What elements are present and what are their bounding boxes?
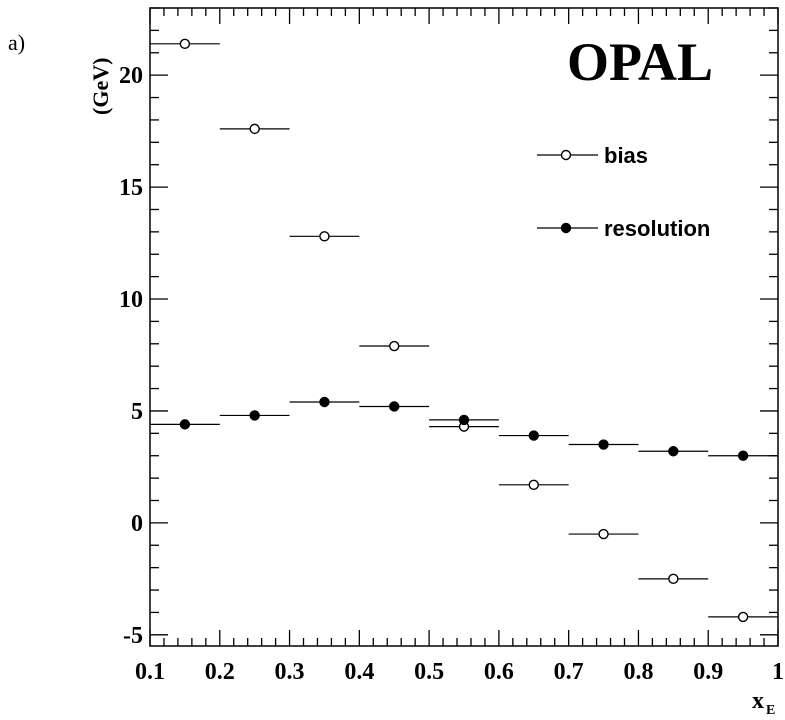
legend: bias resolution [537, 143, 710, 241]
bias-point [179, 38, 191, 50]
resolution-point [389, 401, 400, 412]
resolution-point [737, 450, 749, 461]
resolution-point [319, 396, 330, 408]
x-axis-label-group: x E [752, 688, 775, 718]
resolution-point [668, 446, 679, 457]
series-resolution [150, 396, 778, 461]
resolution-point [249, 410, 260, 421]
resolution-point [598, 439, 609, 450]
legend-resolution-label: resolution [604, 216, 710, 241]
bias-point [737, 611, 749, 623]
resolution-point [528, 430, 539, 441]
y-tick-label: 0 [131, 511, 143, 537]
x-tick-label: 0.7 [554, 659, 584, 685]
x-tick-label: 0.3 [275, 659, 305, 685]
bias-point [389, 340, 400, 352]
plot-frame [149, 7, 779, 647]
x-tick-label: 0.9 [693, 659, 723, 685]
x-tick-label: 0.4 [344, 659, 374, 685]
x-tick-label: 0.8 [623, 659, 653, 685]
legend-resolution-marker [560, 222, 572, 234]
y-tick-label: 15 [119, 175, 143, 201]
legend-bias-marker [560, 149, 572, 161]
x-axis-label-subscript: E [766, 703, 775, 718]
x-axis-label: x [752, 688, 764, 714]
x-tick-label: 0.6 [484, 659, 514, 685]
y-tick-label: 20 [119, 63, 143, 89]
panel-label: a) [8, 30, 25, 55]
axis-ticks [149, 7, 779, 646]
opal-logo-text: OPAL [567, 32, 713, 92]
series-bias [150, 38, 778, 623]
axis-tick-labels: 0.1 0.2 0.3 0.4 0.5 0.6 0.7 0.8 0.9 1 -5 0 5 10 15 20 [119, 63, 784, 685]
data-marks [150, 38, 778, 623]
bias-point [319, 231, 330, 242]
x-tick-label: 0.5 [414, 659, 444, 685]
bias-point [528, 479, 539, 491]
resolution-point [179, 419, 191, 430]
y-tick-label: 10 [119, 287, 143, 313]
y-axis-label: (GeV) [88, 58, 113, 115]
y-tick-label: -5 [123, 623, 143, 649]
resolution-point [458, 414, 470, 426]
bias-point [668, 573, 679, 585]
x-tick-label: 0.2 [205, 659, 235, 685]
bias-point [598, 528, 609, 540]
x-tick-label: 1 [772, 659, 784, 685]
bias-point [249, 123, 260, 135]
legend-bias-label: bias [604, 143, 648, 168]
y-tick-label: 5 [131, 399, 143, 425]
x-tick-label: 0.1 [135, 659, 165, 685]
